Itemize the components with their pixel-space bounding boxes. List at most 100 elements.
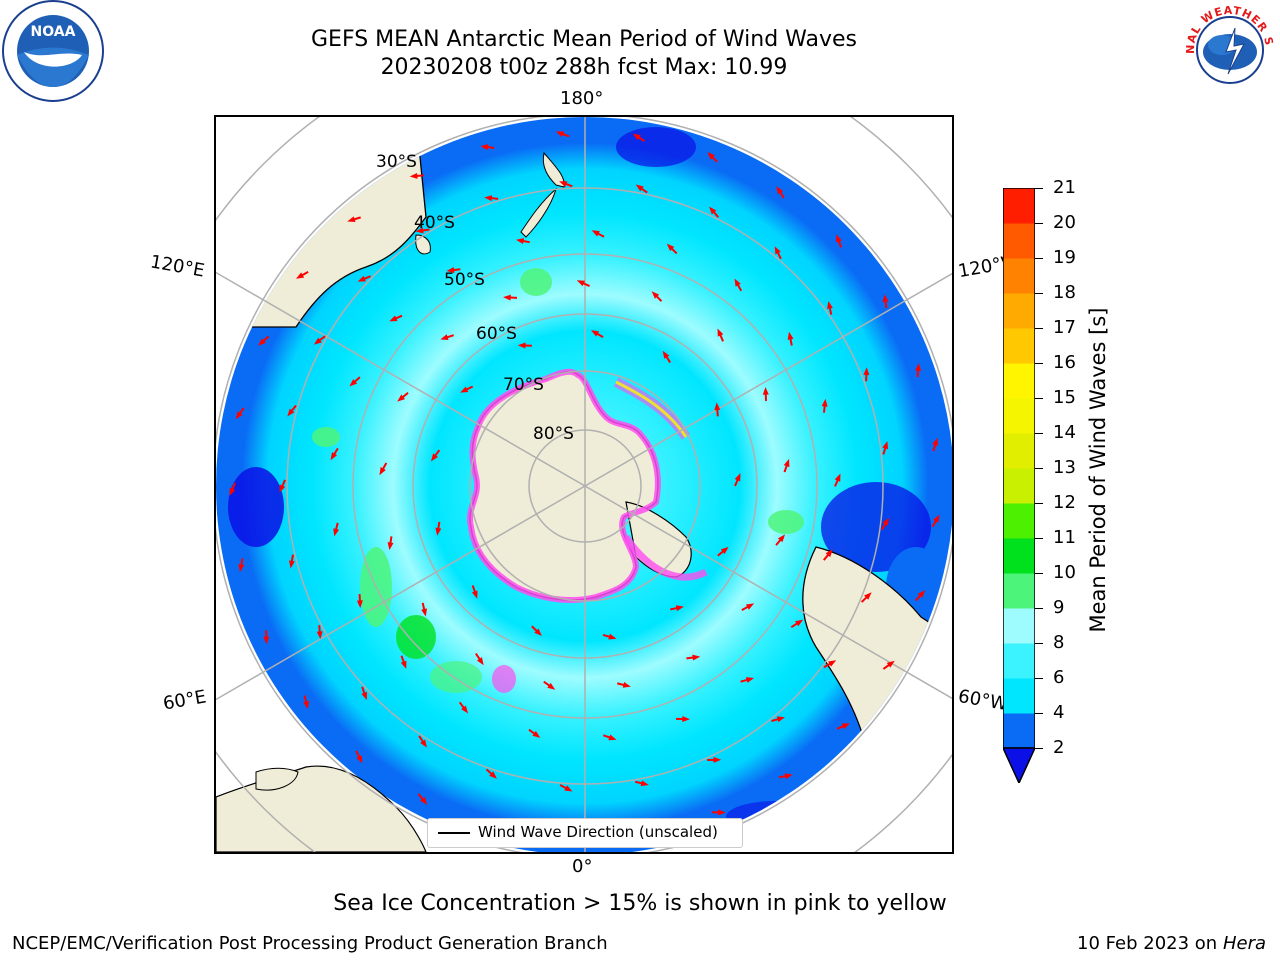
colorbar-segment [1003,188,1035,224]
wind-arrow-head [825,549,833,558]
legend-label: Wind Wave Direction (unscaled) [478,823,718,841]
lon-label-0: 0° [572,856,593,877]
wind-arrow-head [709,206,717,215]
wind-arrow-head [720,546,729,554]
colorbar-segment [1003,643,1035,679]
wind-arrow-head [446,267,455,274]
colorbar-segment [1003,363,1035,399]
wind-arrow-head [762,386,769,395]
wind-arrow-head [471,590,478,599]
meridian-lines [216,117,952,852]
wind-arrow-head [333,528,340,537]
wind-arrow-head [640,780,649,787]
wind-arrow-head [882,517,890,526]
wind-arrow-head [622,681,631,688]
lat-label-50s: 50°S [444,270,485,290]
wind-arrow-head [713,756,722,763]
wind-arrow-head [235,411,243,420]
wind-arrow-head [515,238,525,244]
date-stamp: 10 Feb 2023 on Hera [1077,933,1266,954]
lon-label-60w: 60°W [956,685,1010,716]
wind-arrow-head [651,291,660,299]
wind-arrow-head [675,605,684,612]
wind-arrow-head [420,796,428,805]
lat-label-70s: 70°S [503,375,544,395]
map-legend: Wind Wave Direction (unscaled) [427,818,743,848]
colorbar-tick-mark [1035,293,1043,294]
wind-arrow-head [430,453,438,462]
wind-arrow-head [330,452,338,461]
wind-arrow-head [316,631,323,640]
machine-name: Hera [1222,933,1266,954]
nws-logo-icon: NATIONAL WEATHER SERVICE [1175,0,1280,100]
colorbar-segment [1003,713,1035,749]
wind-arrow-head [662,350,670,359]
noaa-logo-icon: NOAA [2,0,104,102]
lat-label-60s: 60°S [476,324,517,344]
wind-arrow-head [821,398,828,407]
wind-arrow-head [745,603,755,610]
wind-arrow-head [834,473,841,482]
wind-arrow-head [356,755,363,764]
wind-arrow-head [397,394,406,402]
lat-label-40s: 40°S [414,213,455,233]
wind-arrow-head [361,691,368,701]
wind-arrow-head [718,809,726,816]
wind-arrow-head [591,230,600,237]
colorbar-segment [1003,608,1035,644]
wind-arrow-head [356,600,363,609]
colorbar-tick-label: 12 [1053,492,1076,513]
colorbar-tick-mark [1035,188,1043,189]
wind-arrow-head [461,705,469,714]
wind-arrow-head [933,514,940,523]
wind-arrow-head [734,473,741,482]
colorbar-tick-mark [1035,223,1043,224]
wind-arrow-head [287,408,295,417]
lat-label-30s: 30°S [376,152,417,172]
colorbar-tick-mark [1035,713,1043,714]
wind-arrow-head [841,723,850,730]
colorbar-tick-label: 9 [1053,597,1065,618]
colorbar-tick-mark [1035,328,1043,329]
colorbar-tick-mark [1035,608,1043,609]
wind-arrow-head [409,172,418,179]
colorbar-segment [1003,503,1035,539]
credit-text: NCEP/EMC/Verification Post Processing Pr… [12,933,608,954]
lon-label-180: 180° [560,88,604,109]
legend-line-icon [438,832,470,834]
colorbar-tick-label: 8 [1053,632,1065,653]
wind-arrow-head [692,654,701,661]
chart-title-line2: 20230208 t00z 288h fcst Max: 10.99 [380,55,788,80]
wind-arrow-head [836,234,842,243]
colorbar-tick-label: 13 [1053,457,1076,478]
wind-arrow-head [564,785,573,792]
colorbar-tick-mark [1035,503,1043,504]
wind-wave-arrows [229,131,940,842]
wind-arrow-head [420,739,427,748]
wind-arrow-head [828,660,837,667]
colorbar-tick-label: 4 [1053,702,1065,723]
colorbar-tick-label: 15 [1053,387,1076,408]
colorbar-segment [1003,573,1035,609]
colorbar-tick-mark [1035,433,1043,434]
wind-arrow-head [503,294,511,301]
wind-arrow-head [745,677,755,683]
wind-arrow-head [258,338,266,346]
colorbar-tick-label: 20 [1053,212,1076,233]
wind-arrow-head [476,657,484,666]
wind-arrow-head [917,590,926,598]
wind-arrow-head [608,633,617,640]
colorbar-tick-mark [1035,258,1043,259]
wind-arrow-head [229,487,236,496]
wind-arrow-head [349,379,358,387]
wind-arrow-head [776,716,785,723]
wind-arrow-head [882,294,889,303]
colorbar-tick-label: 16 [1053,352,1076,373]
wind-arrow-head [347,216,356,223]
wind-arrow-head [608,734,617,741]
wind-arrow-head [915,363,922,371]
colorbar-segment [1003,258,1035,294]
wind-arrow-head [534,628,542,636]
wind-arrow-head [295,272,305,279]
colorbar-tick-label: 2 [1053,737,1065,758]
